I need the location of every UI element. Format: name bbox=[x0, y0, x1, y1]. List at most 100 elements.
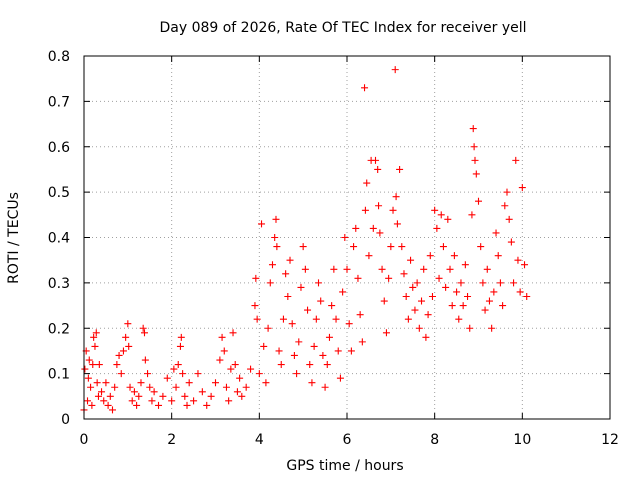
data-point bbox=[444, 215, 452, 223]
data-point bbox=[260, 342, 268, 350]
y-tick-label: 0.4 bbox=[48, 231, 70, 247]
data-point bbox=[242, 383, 250, 391]
data-point bbox=[488, 324, 496, 332]
chart-title: Day 089 of 2026, Rate Of TEC Index for r… bbox=[159, 20, 526, 36]
data-point bbox=[330, 265, 338, 273]
data-point bbox=[431, 206, 439, 214]
data-point bbox=[212, 379, 219, 387]
plot-frame bbox=[83, 55, 611, 420]
data-point bbox=[170, 365, 178, 373]
y-tick-label: 0.6 bbox=[48, 140, 70, 156]
data-point bbox=[378, 265, 386, 273]
data-point bbox=[139, 324, 147, 332]
data-point bbox=[341, 234, 349, 241]
data-point bbox=[428, 292, 436, 300]
data-point bbox=[299, 243, 307, 251]
data-point bbox=[115, 351, 123, 359]
data-point bbox=[450, 252, 458, 260]
data-point bbox=[393, 220, 401, 228]
x-tick-label: 4 bbox=[255, 432, 264, 448]
data-point bbox=[172, 383, 180, 391]
data-point bbox=[469, 125, 477, 133]
data-point bbox=[424, 311, 432, 319]
data-point bbox=[220, 347, 228, 355]
data-point bbox=[148, 397, 156, 405]
data-point bbox=[266, 279, 274, 287]
data-point bbox=[345, 320, 353, 328]
data-point bbox=[402, 292, 410, 300]
data-point bbox=[284, 292, 292, 300]
data-point bbox=[317, 297, 325, 305]
data-point bbox=[361, 84, 369, 92]
data-point bbox=[439, 243, 447, 251]
data-point bbox=[400, 270, 408, 278]
data-point bbox=[198, 388, 206, 396]
data-point bbox=[477, 243, 485, 251]
data-point bbox=[358, 338, 366, 346]
data-point bbox=[339, 288, 347, 296]
data-point bbox=[238, 392, 246, 400]
data-point bbox=[380, 297, 388, 305]
data-point bbox=[470, 143, 478, 151]
data-point bbox=[100, 397, 108, 405]
data-point bbox=[490, 288, 498, 296]
data-point bbox=[494, 252, 502, 260]
y-tick-label: 0.8 bbox=[48, 49, 70, 65]
data-point bbox=[448, 302, 456, 310]
data-point bbox=[150, 388, 158, 396]
data-point bbox=[130, 388, 138, 396]
data-point bbox=[510, 279, 518, 287]
data-point bbox=[236, 374, 244, 382]
data-point bbox=[124, 320, 132, 328]
data-point bbox=[279, 315, 287, 323]
data-point bbox=[229, 329, 237, 337]
data-point bbox=[144, 370, 152, 378]
data-point bbox=[501, 202, 509, 210]
data-point bbox=[163, 374, 171, 382]
data-point bbox=[104, 401, 112, 409]
data-point bbox=[290, 351, 298, 359]
data-point bbox=[455, 315, 463, 323]
x-tick-label: 12 bbox=[601, 432, 619, 448]
data-point bbox=[404, 315, 412, 323]
data-point bbox=[323, 361, 331, 369]
data-point bbox=[352, 224, 360, 232]
data-point bbox=[177, 333, 185, 341]
data-point bbox=[375, 202, 383, 210]
data-point bbox=[387, 243, 395, 251]
data-point bbox=[288, 320, 296, 328]
data-point bbox=[277, 361, 285, 369]
data-point bbox=[374, 165, 382, 173]
data-point bbox=[135, 392, 143, 400]
data-point bbox=[92, 329, 100, 337]
data-point bbox=[308, 379, 316, 387]
data-point bbox=[168, 397, 176, 405]
data-point bbox=[376, 229, 384, 237]
data-point bbox=[472, 170, 480, 178]
data-point bbox=[88, 401, 96, 409]
data-point bbox=[413, 279, 421, 287]
data-point bbox=[258, 220, 266, 228]
y-tick-label: 0.7 bbox=[48, 94, 70, 110]
data-point bbox=[84, 374, 92, 382]
data-point bbox=[468, 211, 476, 219]
data-point bbox=[492, 229, 500, 237]
data-point bbox=[94, 392, 102, 400]
data-point bbox=[203, 401, 211, 409]
data-point bbox=[453, 288, 461, 296]
data-point bbox=[140, 329, 148, 337]
data-point bbox=[297, 283, 305, 291]
data-point bbox=[304, 306, 312, 314]
data-point bbox=[507, 238, 515, 246]
data-point bbox=[521, 261, 529, 269]
data-point bbox=[282, 270, 290, 278]
data-point bbox=[350, 243, 358, 251]
data-point bbox=[332, 315, 340, 323]
data-point bbox=[272, 215, 280, 223]
data-point bbox=[106, 392, 114, 400]
data-point bbox=[459, 302, 467, 310]
data-point bbox=[420, 265, 428, 273]
data-point bbox=[225, 397, 233, 405]
data-point bbox=[194, 370, 202, 378]
data-point bbox=[252, 274, 260, 282]
